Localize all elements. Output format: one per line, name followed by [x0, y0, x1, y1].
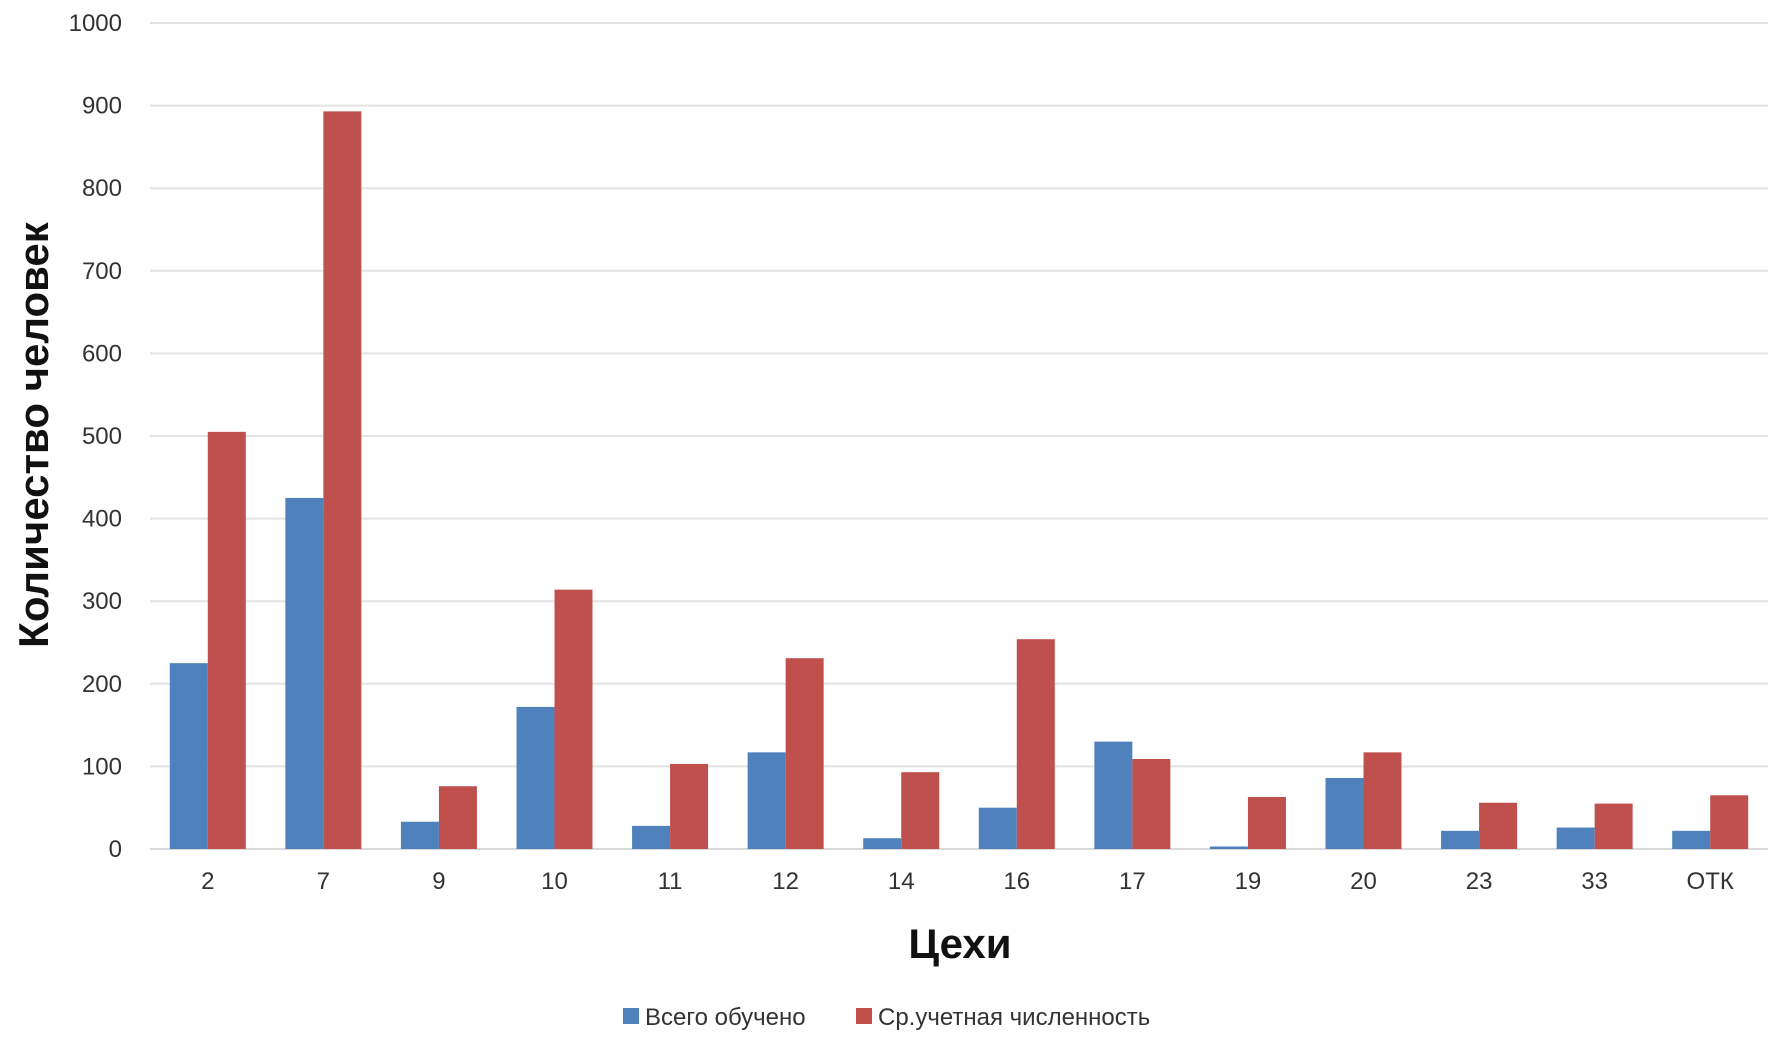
- gridlines: [150, 22, 1768, 850]
- bar-trained-33: [1556, 827, 1595, 849]
- bar-trained-10: [516, 706, 555, 849]
- y-tick-label: 800: [82, 175, 122, 202]
- y-tick-label: 300: [82, 588, 122, 615]
- bar-trained-ОТК: [1672, 830, 1711, 849]
- bar-trained-17: [1094, 741, 1133, 849]
- x-tick-label: ОТК: [1687, 868, 1734, 895]
- bar-headcount-9: [438, 786, 477, 849]
- bar-trained-12: [747, 752, 786, 849]
- bar-trained-23: [1441, 830, 1480, 849]
- bar-trained-7: [285, 497, 324, 849]
- bar-trained-11: [632, 825, 671, 849]
- bar-headcount-ОТК: [1710, 795, 1749, 849]
- x-axis-title: Цехи: [908, 920, 1011, 967]
- bar-trained-9: [400, 821, 439, 849]
- x-tick-label: 17: [1119, 868, 1146, 895]
- legend-label-trained: Всего обучено: [645, 1004, 806, 1031]
- y-axis-title: Количество человек: [10, 221, 57, 648]
- bar-trained-19: [1209, 846, 1248, 849]
- legend-swatch-trained: [623, 1008, 639, 1024]
- y-tick-label: 200: [82, 671, 122, 698]
- x-tick-label: 20: [1350, 868, 1377, 895]
- bar-trained-20: [1325, 777, 1364, 849]
- bar-trained-2: [169, 663, 208, 849]
- bar-headcount-33: [1594, 803, 1633, 849]
- y-tick-labels: 0 100 200 300 400 500 600 700 800 900 1000: [69, 10, 122, 863]
- x-tick-label: 14: [888, 868, 915, 895]
- y-tick-label: 0: [109, 836, 122, 863]
- bar-headcount-16: [1016, 639, 1055, 849]
- bar-headcount-19: [1247, 796, 1286, 849]
- bar-headcount-12: [785, 658, 824, 849]
- y-tick-label: 1000: [69, 10, 122, 37]
- bar-headcount-14: [901, 772, 940, 849]
- bar-trained-16: [978, 807, 1017, 849]
- x-tick-label: 12: [772, 868, 799, 895]
- bar-headcount-17: [1132, 758, 1171, 849]
- bar-headcount-11: [670, 763, 709, 849]
- x-tick-label: 9: [432, 868, 445, 895]
- legend-label-headcount: Ср.учетная численность: [878, 1004, 1150, 1031]
- y-tick-label: 900: [82, 93, 122, 120]
- x-tick-label: 2: [201, 868, 214, 895]
- x-tick-label: 23: [1466, 868, 1493, 895]
- y-tick-label: 600: [82, 340, 122, 367]
- x-tick-label: 19: [1235, 868, 1262, 895]
- bar-headcount-10: [554, 589, 593, 849]
- x-tick-label: 11: [658, 868, 683, 895]
- x-tick-label: 16: [1003, 868, 1030, 895]
- bar-trained-14: [863, 838, 902, 849]
- legend: Всего обучено Ср.учетная численность: [623, 1004, 1150, 1031]
- y-tick-label: 500: [82, 423, 122, 450]
- y-tick-label: 400: [82, 506, 122, 533]
- bars: [169, 111, 1749, 849]
- x-tick-label: 33: [1581, 868, 1608, 895]
- bar-headcount-23: [1479, 802, 1518, 849]
- x-tick-labels: 2 7 9 10 11 12 14 16 17 19 20 23 33 ОТК: [201, 868, 1734, 895]
- y-tick-label: 100: [82, 753, 122, 780]
- y-tick-label: 700: [82, 258, 122, 285]
- bar-headcount-2: [207, 431, 246, 849]
- bar-headcount-7: [323, 111, 362, 849]
- x-tick-label: 10: [541, 868, 568, 895]
- bar-headcount-20: [1363, 752, 1402, 849]
- x-tick-label: 7: [317, 868, 330, 895]
- legend-swatch-headcount: [856, 1008, 872, 1024]
